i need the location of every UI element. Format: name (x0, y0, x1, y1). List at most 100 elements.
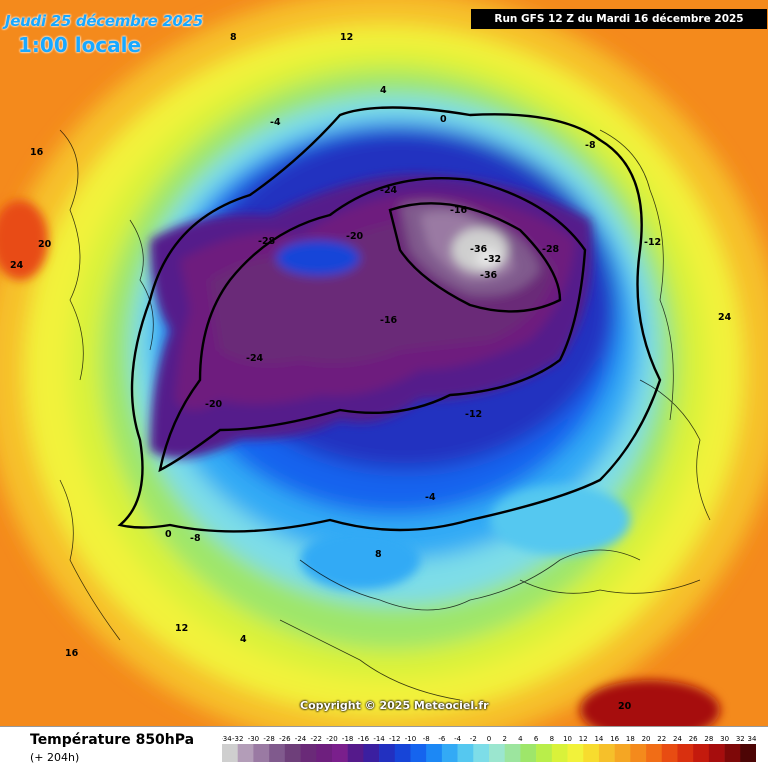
legend-tick-label: 6 (534, 735, 539, 743)
legend-tick-label: 32 (736, 735, 745, 743)
legend-tick-label: 12 (579, 735, 588, 743)
iso-label: -24 (380, 185, 398, 196)
legend-swatch (693, 744, 710, 762)
variable-name: Température 850hPa (30, 732, 195, 748)
legend-swatch (426, 744, 443, 762)
legend-swatch (740, 744, 756, 762)
legend-swatch (284, 744, 301, 762)
legend-tick-label: 28 (704, 735, 713, 743)
legend-tick-label: -22 (311, 735, 322, 743)
legend-swatch (708, 744, 725, 762)
iso-label: -32 (484, 254, 501, 265)
legend-tick-label: -12 (389, 735, 400, 743)
legend-tick-label: -6 (438, 735, 446, 743)
legend-swatch (269, 744, 286, 762)
iso-label: -20 (205, 399, 223, 410)
temperature-map: -24 -20 -28 -16 -12 -8 -4 0 4 8 12 16 20… (0, 0, 768, 726)
copyright-notice: Copyright © 2025 Meteociel.fr (300, 699, 489, 712)
legend-swatch (677, 744, 694, 762)
model-run-info: Run GFS 12 Z du Mardi 16 décembre 2025 (471, 9, 767, 29)
iso-label: -16 (380, 315, 398, 326)
legend-swatch (300, 744, 317, 762)
legend-swatch (583, 744, 600, 762)
legend-swatch (394, 744, 411, 762)
legend-tick-label: -8 (423, 735, 430, 743)
cold-core (150, 174, 630, 590)
isotherm-contours (117, 106, 662, 533)
legend-tick-label: 2 (502, 735, 506, 743)
iso-label: -12 (465, 409, 482, 420)
legend-tick-label: -34 (222, 735, 232, 743)
legend-tick-label: 20 (642, 735, 651, 743)
legend-tick-label: -30 (248, 735, 259, 743)
legend-tick-label: 10 (563, 735, 572, 743)
legend-swatch (661, 744, 678, 762)
legend-tick-label: 24 (673, 735, 682, 743)
iso-label: -36 (470, 244, 488, 255)
iso-label: 16 (65, 648, 79, 659)
iso-label: -8 (585, 140, 596, 151)
legend-swatch (630, 744, 647, 762)
iso-label: 8 (230, 32, 237, 43)
legend-tick-label: 30 (720, 735, 729, 743)
iso-label: -8 (190, 533, 201, 544)
warm-zone-west (0, 200, 48, 280)
legend-swatch (520, 744, 537, 762)
legend-tick-label: 26 (689, 735, 698, 743)
legend-swatch (598, 744, 615, 762)
iso-label: -28 (258, 236, 276, 247)
iso-label: -4 (425, 492, 436, 503)
legend-swatch (441, 744, 458, 762)
legend-swatch (363, 744, 380, 762)
iso-label: -4 (270, 117, 281, 128)
legend-swatch (253, 744, 270, 762)
iso-label: -16 (450, 205, 468, 216)
iso-label: 20 (38, 239, 52, 250)
legend-tick-label: -14 (373, 735, 385, 743)
legend-tick-label: -28 (263, 735, 274, 743)
legend-swatch (316, 744, 333, 762)
legend-swatch (646, 744, 663, 762)
legend-tick-label: -4 (454, 735, 462, 743)
legend-tick-label: -32 (232, 735, 243, 743)
iso-label: 12 (175, 623, 188, 634)
forecast-date: Jeudi 25 décembre 2025 (5, 12, 203, 30)
legend-swatch (457, 744, 474, 762)
legend-tick-label: 14 (594, 735, 603, 743)
legend-bar: Température 850hPa (+ 204h) -34-32 -30 -28… (0, 726, 768, 769)
legend-swatch (504, 744, 521, 762)
legend-swatch (222, 744, 239, 762)
isotherm-labels: -24 -20 -28 -16 -12 -8 -4 0 4 8 12 16 20… (10, 32, 732, 712)
legend-tick-label: 34 (748, 735, 756, 743)
iso-label: 16 (30, 147, 44, 158)
legend-swatch (489, 744, 506, 762)
legend-tick-label: -10 (405, 735, 416, 743)
legend-swatch (410, 744, 427, 762)
legend-swatch (473, 744, 490, 762)
iso-label: -12 (644, 237, 661, 248)
legend-tick-label: -26 (279, 735, 291, 743)
iso-label: -36 (480, 270, 498, 281)
lead-time: (+ 204h) (30, 751, 80, 764)
legend-swatch (724, 744, 741, 762)
legend-tick-label: -20 (326, 735, 337, 743)
iso-label: 12 (340, 32, 353, 43)
legend-tick-label: 4 (518, 735, 523, 743)
iso-label: -24 (246, 353, 264, 364)
iso-label: 8 (375, 549, 382, 560)
legend-tick-label: 18 (626, 735, 635, 743)
iso-label: 0 (440, 114, 447, 125)
legend-swatch (331, 744, 348, 762)
legend-tick-label: 16 (610, 735, 619, 743)
iso-label: 24 (10, 260, 24, 271)
legend-tick-label: 0 (487, 735, 491, 743)
legend-tick-label: -16 (358, 735, 370, 743)
legend-tick-label: -18 (342, 735, 353, 743)
iso-label: 20 (618, 701, 632, 712)
legend-swatch (347, 744, 364, 762)
legend-swatch (536, 744, 553, 762)
warm-zone-south (580, 680, 720, 726)
legend-swatch (567, 744, 584, 762)
iso-label: 4 (380, 85, 387, 96)
legend-swatch (237, 744, 254, 762)
